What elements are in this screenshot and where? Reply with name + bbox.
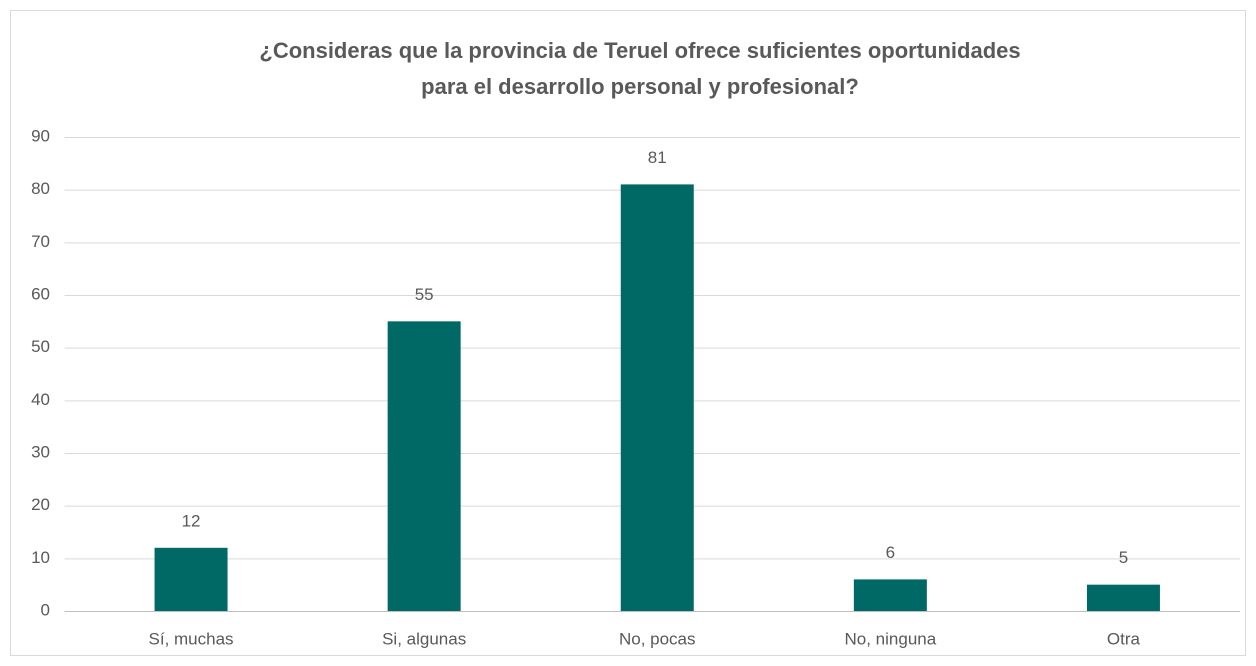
data-label: 5 xyxy=(1119,548,1128,567)
y-tick-label: 80 xyxy=(31,179,50,198)
x-tick-label: No, ninguna xyxy=(845,629,937,648)
y-tick-label: 20 xyxy=(31,495,50,514)
chart-title: ¿Consideras que la provincia de Teruel o… xyxy=(259,38,1020,63)
bar xyxy=(387,321,461,611)
data-label: 55 xyxy=(415,285,434,304)
x-tick-label: Si, algunas xyxy=(382,629,466,648)
x-tick-label: Otra xyxy=(1107,629,1141,648)
y-tick-label: 50 xyxy=(31,337,50,356)
y-tick-label: 40 xyxy=(31,390,50,409)
y-tick-label: 90 xyxy=(31,126,50,145)
bar xyxy=(620,184,694,611)
bar xyxy=(154,547,228,611)
x-tick-label: No, pocas xyxy=(619,629,696,648)
y-tick-label: 10 xyxy=(31,548,50,567)
x-tick-label: Sí, muchas xyxy=(149,629,234,648)
y-tick-label: 60 xyxy=(31,284,50,303)
data-label: 81 xyxy=(648,148,667,167)
data-label: 6 xyxy=(886,543,895,562)
data-label: 12 xyxy=(182,511,201,530)
y-tick-label: 0 xyxy=(41,600,50,619)
y-tick-label: 70 xyxy=(31,232,50,251)
y-tick-label: 30 xyxy=(31,442,50,461)
bar xyxy=(853,579,927,611)
chart-title: para el desarrollo personal y profesiona… xyxy=(421,74,859,99)
bar xyxy=(1086,584,1160,611)
